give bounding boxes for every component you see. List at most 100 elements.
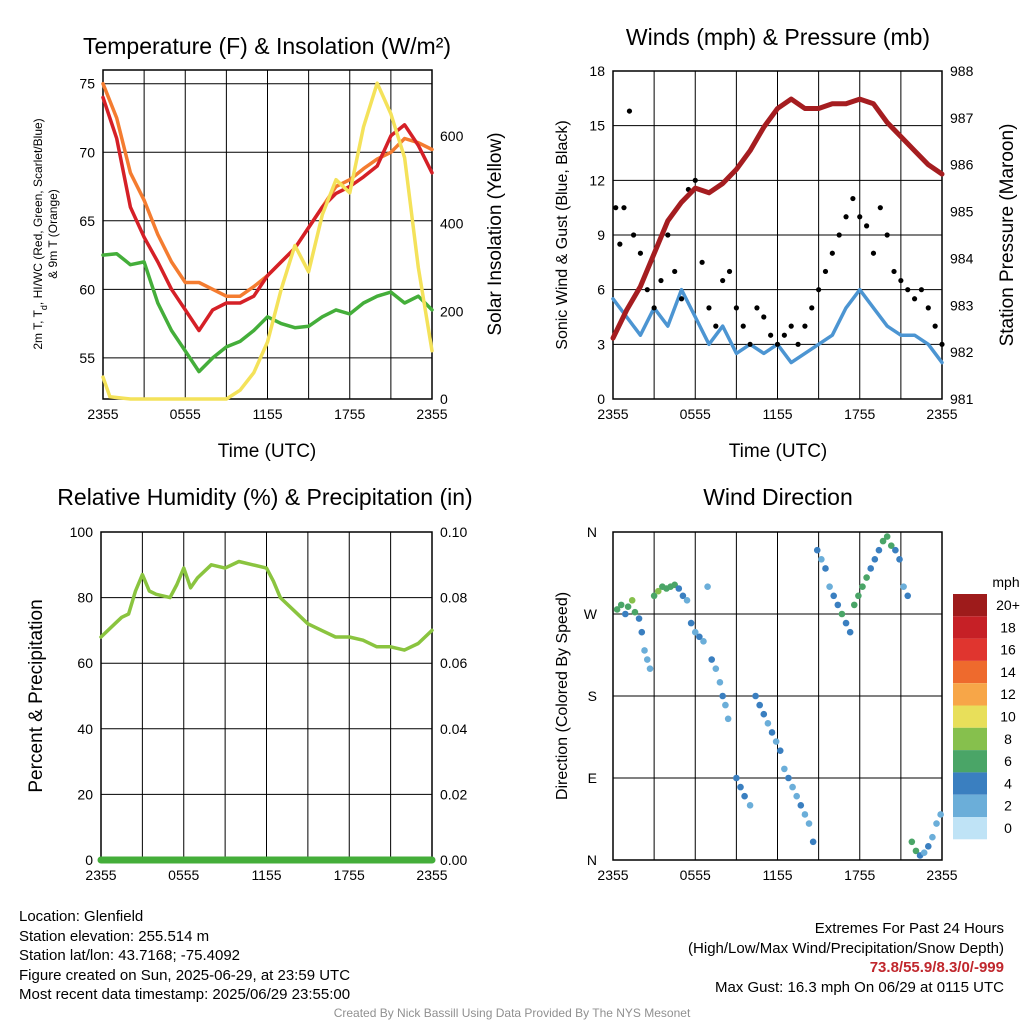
gust-point [774,341,781,347]
direction-point [746,802,754,809]
direction-point [700,638,707,645]
direction-point [809,838,817,846]
gust-point [850,195,856,202]
direction-point [859,583,866,590]
direction-point [875,546,883,554]
gust-point [699,259,705,265]
gust-point [672,268,678,275]
legend-label: 10 [1000,709,1016,725]
direction-point [789,783,796,791]
humidity-title: Relative Humidity (%) & Precipitation (i… [57,484,472,510]
gust-point [747,341,753,347]
direction-point [638,628,646,636]
direction-point [704,583,711,590]
direction-point [871,556,879,563]
winds-title: Winds (mph) & Pressure (mb) [626,24,930,50]
direction-point [793,792,800,800]
x-tick-label: 1755 [844,867,875,883]
gust-point [843,214,849,220]
y-tick-label-right: 0.02 [440,786,467,802]
y-tick-label: 80 [77,590,93,606]
gust-point [713,323,719,329]
gust-point [658,277,664,284]
legend-swatch [953,772,987,795]
direction-point [737,783,744,791]
y-tick-label-right: 0.04 [440,721,467,737]
temperature-title: Temperature (F) & Insolation (W/m²) [83,33,451,59]
y-tick-label: 40 [77,721,93,737]
legend-label: 8 [1004,731,1012,747]
max-gust: Max Gust: 16.3 mph On 06/29 at 0115 UTC [714,978,1004,996]
direction-point [631,608,639,616]
direction-point [643,656,651,663]
direction-point [724,715,732,723]
station-info: Location: Glenfield Station elevation: 2… [19,907,350,1005]
x-tick-label: 0555 [680,406,711,422]
figure-created: Figure created on Sun, 2025-06-29, at 23… [19,966,351,984]
gust-point [870,250,877,256]
direction-point [613,606,621,613]
temperature-ylabel-right: Solar Insolation (Yellow) [485,132,506,335]
y-tick-label-right: 600 [440,128,464,144]
direction-point [867,565,875,572]
direction-point [883,533,891,540]
temperature-xlabel: Time (UTC) [218,441,317,462]
y-tick-label: 60 [79,281,95,297]
winds-ylabel-right: Station Pressure (Maroon) [997,124,1018,347]
direction-point [712,665,720,672]
y-tick-label: 100 [70,524,94,540]
y-tick-label-right: 200 [440,303,464,319]
direction-ylabel-left: Direction (Colored By Speed) [554,592,571,800]
x-tick-label: 1755 [334,867,365,883]
direction-point [842,619,850,627]
gust-point [884,232,890,238]
legend-label: 2 [1004,798,1012,814]
gust-point [706,305,712,311]
y-tick-label-right: 0 [440,391,448,407]
x-tick-label: 2355 [416,406,447,422]
y-tick-label: 60 [77,655,93,671]
gust-point [864,223,870,229]
recent-timestamp: Most recent data timestamp: 2025/06/29 2… [19,986,351,1003]
direction-point [855,592,862,600]
y-tick-label: 12 [589,172,605,188]
x-tick-label: 2355 [416,867,447,883]
legend-label: 0 [1004,820,1012,836]
direction-point [785,774,792,782]
gust-point [740,323,746,329]
x-tick-label: 2355 [85,867,116,883]
humidity-ylabel-left: Percent & Precipitation [26,599,47,792]
y-tick-label: 18 [589,63,605,79]
direction-title: Wind Direction [703,484,853,510]
x-tick-label: 2355 [926,867,957,883]
direction-point [696,633,703,641]
legend-label: 16 [1000,642,1016,658]
y-tick-label: W [584,606,598,622]
speed-legend: mph 20+ 18 16 14 12 10 8 6 4 2 0 [953,574,1020,840]
direction-point [834,601,842,609]
direction-point [768,729,776,736]
y-tick-label: N [587,852,597,868]
direction-point [838,610,846,618]
y-tick-label: N [587,524,597,540]
y-tick-label: 20 [77,786,93,802]
series-line-rh [99,559,434,652]
y-tick-label-right: 0.08 [440,590,467,606]
direction-point [733,774,740,782]
x-tick-label: 2355 [597,406,628,422]
x-tick-label: 1755 [334,406,365,422]
legend-label: 6 [1004,753,1012,769]
direction-point [801,811,809,818]
direction-point [764,720,772,727]
legend-swatch [953,727,987,751]
winds-plot-area: 2355 0555 1155 1755 235503691215189819829839… [589,63,973,422]
direction-point [896,556,903,563]
y-tick-label: 6 [597,282,605,298]
extremes-subtitle: (High/Low/Max Wind/Precipitation/Snow De… [688,939,1004,957]
series-line-pressure [610,96,945,341]
gust-point [644,287,650,293]
gust-point [809,305,815,311]
direction-point [908,838,916,846]
